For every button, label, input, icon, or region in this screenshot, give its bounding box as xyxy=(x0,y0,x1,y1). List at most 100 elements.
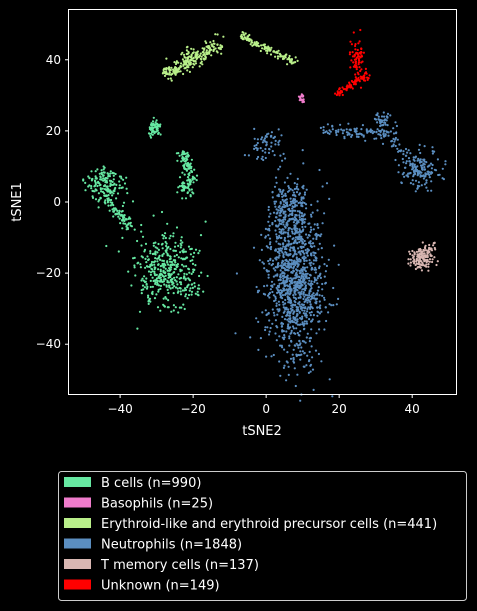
scatter-point xyxy=(290,202,293,205)
scatter-point xyxy=(106,199,110,202)
scatter-point xyxy=(170,66,173,69)
scatter-point xyxy=(265,245,268,248)
scatter-point xyxy=(310,215,313,218)
scatter-point xyxy=(163,74,167,77)
scatter-point xyxy=(375,130,378,133)
scatter-point xyxy=(407,258,410,261)
scatter-point xyxy=(114,207,117,210)
scatter-point xyxy=(271,190,274,194)
scatter-point xyxy=(401,157,404,161)
scatter-point xyxy=(285,201,289,204)
scatter-point xyxy=(156,257,159,260)
scatter-point xyxy=(414,167,417,170)
scatter-point xyxy=(322,126,325,129)
scatter-point xyxy=(149,252,152,255)
scatter-point xyxy=(408,250,411,253)
scatter-point xyxy=(425,255,428,259)
scatter-point xyxy=(172,309,175,312)
scatter-point xyxy=(147,302,150,305)
scatter-point xyxy=(307,249,310,252)
scatter-point xyxy=(261,261,264,264)
scatter-point xyxy=(287,365,290,368)
scatter-point xyxy=(204,220,207,223)
scatter-point xyxy=(168,286,171,289)
scatter-point xyxy=(177,256,180,259)
scatter-point xyxy=(353,80,356,83)
scatter-point xyxy=(286,351,289,354)
scatter-point xyxy=(90,185,93,188)
scatter-point xyxy=(96,184,99,188)
legend-label: T memory cells (n=137) xyxy=(100,558,259,573)
series-5-points xyxy=(334,28,371,97)
scatter-point xyxy=(318,320,321,323)
scatter-point xyxy=(199,52,202,55)
scatter-point xyxy=(159,276,162,279)
scatter-point xyxy=(129,221,132,224)
scatter-point xyxy=(122,178,125,181)
scatter-point xyxy=(278,282,281,285)
scatter-point xyxy=(414,190,417,193)
scatter-point xyxy=(176,283,179,286)
scatter-point xyxy=(99,176,102,179)
scatter-point xyxy=(308,294,311,297)
scatter-point xyxy=(284,210,287,213)
scatter-point xyxy=(173,271,176,274)
scatter-point xyxy=(281,272,284,275)
scatter-point xyxy=(188,279,192,282)
scatter-point xyxy=(166,279,169,282)
scatter-point xyxy=(302,197,305,200)
scatter-point xyxy=(174,306,177,309)
scatter-point xyxy=(261,311,264,314)
scatter-point xyxy=(385,119,388,122)
scatter-point xyxy=(184,67,187,70)
scatter-point xyxy=(268,148,271,151)
scatter-point xyxy=(181,241,184,244)
scatter-point xyxy=(386,112,390,115)
scatter-point xyxy=(151,252,154,256)
legend-label: Unknown (n=149) xyxy=(101,579,220,594)
scatter-point xyxy=(314,297,317,300)
scatter-point xyxy=(286,262,289,265)
scatter-point xyxy=(301,288,304,291)
scatter-point xyxy=(275,302,278,305)
scatter-point xyxy=(186,158,189,161)
scatter-point xyxy=(292,348,295,351)
scatter-point xyxy=(358,66,361,69)
scatter-point xyxy=(355,52,358,55)
scatter-point xyxy=(303,312,306,315)
scatter-point xyxy=(303,320,306,323)
scatter-point xyxy=(93,190,96,193)
scatter-point xyxy=(346,86,349,89)
scatter-point xyxy=(177,273,180,276)
scatter-point xyxy=(167,306,170,309)
scatter-point xyxy=(291,304,294,307)
scatter-point xyxy=(262,139,265,142)
scatter-point xyxy=(283,272,286,275)
scatter-point xyxy=(417,170,420,173)
scatter-point xyxy=(281,294,285,297)
scatter-point xyxy=(150,130,154,134)
scatter-point xyxy=(182,189,186,192)
scatter-point xyxy=(400,181,403,185)
scatter-point xyxy=(351,134,354,137)
scatter-point xyxy=(201,47,204,50)
scatter-point xyxy=(286,297,290,301)
scatter-point xyxy=(287,288,291,291)
scatter-point xyxy=(301,323,304,326)
scatter-point xyxy=(97,181,100,184)
scatter-point xyxy=(103,184,107,187)
scatter-point xyxy=(112,210,115,213)
scatter-point xyxy=(296,183,299,186)
scatter-point xyxy=(427,172,430,175)
scatter-point xyxy=(156,129,159,132)
scatter-point xyxy=(272,294,275,297)
scatter-point xyxy=(357,55,360,58)
scatter-point xyxy=(310,266,314,269)
scatter-point xyxy=(291,325,295,328)
scatter-point xyxy=(252,246,256,249)
scatter-point xyxy=(294,332,297,335)
scatter-point xyxy=(417,261,420,264)
scatter-point xyxy=(274,176,278,179)
scatter-point xyxy=(182,164,185,167)
scatter-point xyxy=(303,193,306,196)
